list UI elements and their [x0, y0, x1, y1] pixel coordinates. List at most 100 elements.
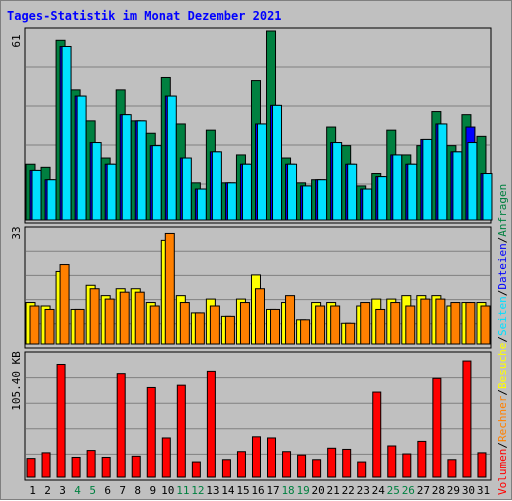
x-tick-label-day-23: 23 [357, 484, 370, 497]
bar-rechner-day-9 [149, 305, 160, 345]
bar-rechner-day-3 [59, 264, 70, 345]
legend-separator-1: / [496, 442, 509, 449]
bar-rechner-day-14 [224, 315, 235, 345]
bar-rechner-day-15 [239, 302, 250, 345]
bar-seiten-day-27 [422, 138, 433, 221]
x-tick-label-day-12: 12 [191, 484, 204, 497]
x-tick-label-day-2: 2 [44, 484, 51, 497]
bar-rechner-day-5 [89, 288, 100, 345]
bar-volumen-day-13 [206, 370, 216, 478]
x-tick-label-day-10: 10 [161, 484, 174, 497]
bar-rechner-day-6 [104, 298, 115, 345]
bar-rechner-day-2 [44, 308, 55, 345]
panel-requests-files-pages [24, 27, 493, 224]
x-tick-label-day-21: 21 [327, 484, 340, 497]
bar-volumen-day-3 [56, 363, 66, 478]
bar-seiten-day-3 [61, 45, 72, 221]
x-tick-label-day-7: 7 [119, 484, 126, 497]
bar-rechner-day-7 [119, 291, 130, 345]
bar-seiten-day-8 [136, 120, 147, 221]
bar-seiten-day-5 [91, 142, 102, 221]
x-tick-label-day-6: 6 [104, 484, 111, 497]
x-tick-label-day-16: 16 [251, 484, 264, 497]
x-tick-label-day-30: 30 [462, 484, 475, 497]
bar-seiten-day-14 [226, 182, 237, 221]
bar-rechner-day-23 [360, 302, 371, 345]
bar-volumen-day-27 [417, 440, 427, 478]
bar-seiten-day-31 [482, 173, 493, 221]
bar-seiten-day-22 [347, 163, 358, 221]
legend-volumen: Volumen [496, 449, 509, 495]
bar-seiten-day-25 [392, 154, 403, 221]
bar-volumen-day-20 [312, 459, 322, 478]
legend-rechner: Rechner [496, 395, 509, 442]
legend-separator-5: / [496, 237, 509, 244]
bar-rechner-day-20 [315, 305, 326, 345]
bar-volumen-day-8 [131, 455, 141, 478]
bar-seiten-day-24 [377, 176, 388, 221]
bar-rechner-day-13 [209, 305, 220, 345]
side-legend: Volumen/Rechner/Besuche/Seiten/Dateien/A… [496, 184, 509, 495]
bar-rechner-day-21 [330, 305, 341, 345]
bar-volumen-day-7 [116, 373, 126, 478]
bar-rechner-day-31 [480, 305, 491, 345]
bar-volumen-day-17 [267, 437, 277, 478]
x-tick-label-day-5: 5 [89, 484, 96, 497]
bar-volumen-day-21 [327, 447, 337, 478]
bar-seiten-day-13 [211, 151, 222, 221]
bar-seiten-day-1 [31, 169, 42, 221]
x-tick-label-day-4: 4 [74, 484, 81, 497]
bar-volumen-day-23 [357, 461, 367, 478]
bar-rechner-day-26 [405, 305, 416, 345]
x-tick-label-day-8: 8 [134, 484, 141, 497]
bar-rechner-day-17 [270, 308, 281, 345]
bar-volumen-day-1 [26, 458, 36, 478]
bar-seiten-day-7 [121, 114, 132, 221]
bar-seiten-day-28 [437, 123, 448, 221]
x-tick-label-day-3: 3 [59, 484, 66, 497]
bar-rechner-day-22 [345, 322, 356, 345]
legend-dateien: Dateien [496, 243, 509, 289]
bar-seiten-day-19 [302, 185, 313, 221]
y-max-label-panel-2: 33 [10, 226, 23, 239]
x-tick-label-day-29: 29 [447, 484, 460, 497]
x-tick-label-day-28: 28 [432, 484, 445, 497]
bar-rechner-day-18 [285, 295, 296, 345]
bar-volumen-day-4 [71, 456, 81, 478]
bar-volumen-day-18 [282, 451, 292, 478]
x-tick-label-day-17: 17 [266, 484, 279, 497]
bar-seiten-day-2 [46, 179, 57, 221]
bar-seiten-day-16 [256, 123, 267, 221]
bar-rechner-day-27 [420, 298, 431, 345]
panel-volume [24, 351, 492, 481]
x-tick-label-day-18: 18 [281, 484, 294, 497]
bar-volumen-day-6 [101, 456, 111, 478]
bar-rechner-day-19 [300, 319, 311, 345]
bar-volumen-day-10 [161, 437, 171, 478]
bar-rechner-day-4 [74, 308, 85, 345]
bar-rechner-day-11 [179, 302, 190, 345]
bar-volumen-day-19 [297, 454, 307, 478]
bar-rechner-day-29 [450, 302, 461, 345]
bar-seiten-day-18 [287, 163, 298, 221]
bar-seiten-day-23 [362, 188, 373, 221]
bar-seiten-day-4 [76, 95, 87, 221]
x-tick-label-day-26: 26 [402, 484, 415, 497]
bar-volumen-day-30 [462, 360, 472, 478]
bar-rechner-day-1 [29, 305, 40, 345]
bar-volumen-day-5 [86, 450, 96, 478]
legend-separator-4: / [496, 290, 509, 297]
legend-separator-2: / [496, 389, 509, 396]
bar-seiten-day-20 [317, 179, 328, 221]
y-max-label-panel-1: 61 [10, 34, 23, 47]
x-tick-label-day-31: 31 [477, 484, 490, 497]
bar-volumen-day-31 [477, 452, 487, 478]
bar-rechner-day-24 [375, 308, 386, 345]
bar-volumen-day-14 [221, 459, 231, 478]
bar-seiten-day-11 [181, 157, 192, 221]
bar-volumen-day-2 [41, 452, 51, 478]
x-tick-label-day-14: 14 [221, 484, 235, 497]
x-tick-label-day-24: 24 [372, 484, 386, 497]
legend-anfragen: Anfragen [496, 184, 509, 237]
